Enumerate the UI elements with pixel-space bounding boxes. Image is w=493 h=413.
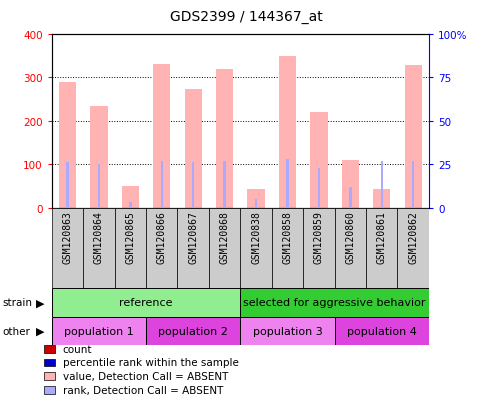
Bar — [122, 186, 139, 208]
Text: GSM120866: GSM120866 — [157, 211, 167, 263]
Bar — [66, 163, 69, 208]
Bar — [52, 289, 240, 317]
Text: GSM120861: GSM120861 — [377, 211, 387, 263]
Bar — [247, 190, 265, 208]
Text: population 1: population 1 — [64, 326, 134, 336]
Text: GSM120838: GSM120838 — [251, 211, 261, 263]
Text: GSM120862: GSM120862 — [408, 211, 418, 263]
Text: strain: strain — [2, 298, 33, 308]
Bar — [52, 208, 83, 289]
Bar — [317, 168, 320, 208]
Bar — [240, 208, 272, 289]
Text: GSM120859: GSM120859 — [314, 211, 324, 263]
Text: GSM120867: GSM120867 — [188, 211, 198, 263]
Text: count: count — [63, 344, 92, 354]
Bar — [342, 160, 359, 208]
Bar — [146, 317, 240, 345]
Text: GSM120864: GSM120864 — [94, 211, 104, 263]
Text: GSM120863: GSM120863 — [63, 211, 72, 263]
Bar — [255, 199, 257, 208]
Text: GSM120860: GSM120860 — [345, 211, 355, 263]
Bar — [59, 82, 76, 208]
Text: population 3: population 3 — [252, 326, 322, 336]
Text: value, Detection Call = ABSENT: value, Detection Call = ABSENT — [63, 371, 228, 381]
Text: GSM120865: GSM120865 — [125, 211, 136, 263]
Bar — [405, 66, 422, 208]
Text: GDS2399 / 144367_at: GDS2399 / 144367_at — [170, 10, 323, 24]
Bar — [279, 56, 296, 208]
Bar — [83, 208, 114, 289]
Text: population 4: population 4 — [347, 326, 417, 336]
Bar — [310, 113, 327, 208]
Text: population 2: population 2 — [158, 326, 228, 336]
Bar — [153, 65, 171, 208]
Bar — [397, 208, 429, 289]
Bar — [177, 208, 209, 289]
Bar — [129, 203, 132, 208]
Bar — [373, 190, 390, 208]
Bar — [114, 208, 146, 289]
Bar — [412, 161, 415, 208]
Text: GSM120858: GSM120858 — [282, 211, 292, 263]
Text: GSM120868: GSM120868 — [219, 211, 230, 263]
Text: rank, Detection Call = ABSENT: rank, Detection Call = ABSENT — [63, 385, 223, 395]
Bar — [240, 289, 429, 317]
Bar — [90, 106, 107, 208]
Bar — [240, 317, 335, 345]
Text: selected for aggressive behavior: selected for aggressive behavior — [244, 298, 426, 308]
Bar — [216, 69, 233, 208]
Bar — [349, 188, 352, 208]
Bar — [303, 208, 335, 289]
Bar — [209, 208, 241, 289]
Bar — [52, 317, 146, 345]
Text: ▶: ▶ — [35, 326, 44, 336]
Bar — [161, 161, 163, 208]
Bar — [223, 161, 226, 208]
Text: reference: reference — [119, 298, 173, 308]
Bar — [335, 208, 366, 289]
Bar — [272, 208, 303, 289]
Text: percentile rank within the sample: percentile rank within the sample — [63, 358, 239, 368]
Bar — [381, 161, 383, 208]
Bar — [366, 208, 397, 289]
Text: other: other — [2, 326, 31, 336]
Bar — [286, 159, 289, 208]
Bar — [146, 208, 177, 289]
Bar — [98, 165, 100, 208]
Bar — [335, 317, 429, 345]
Bar — [192, 163, 194, 208]
Text: ▶: ▶ — [35, 298, 44, 308]
Bar — [184, 90, 202, 208]
